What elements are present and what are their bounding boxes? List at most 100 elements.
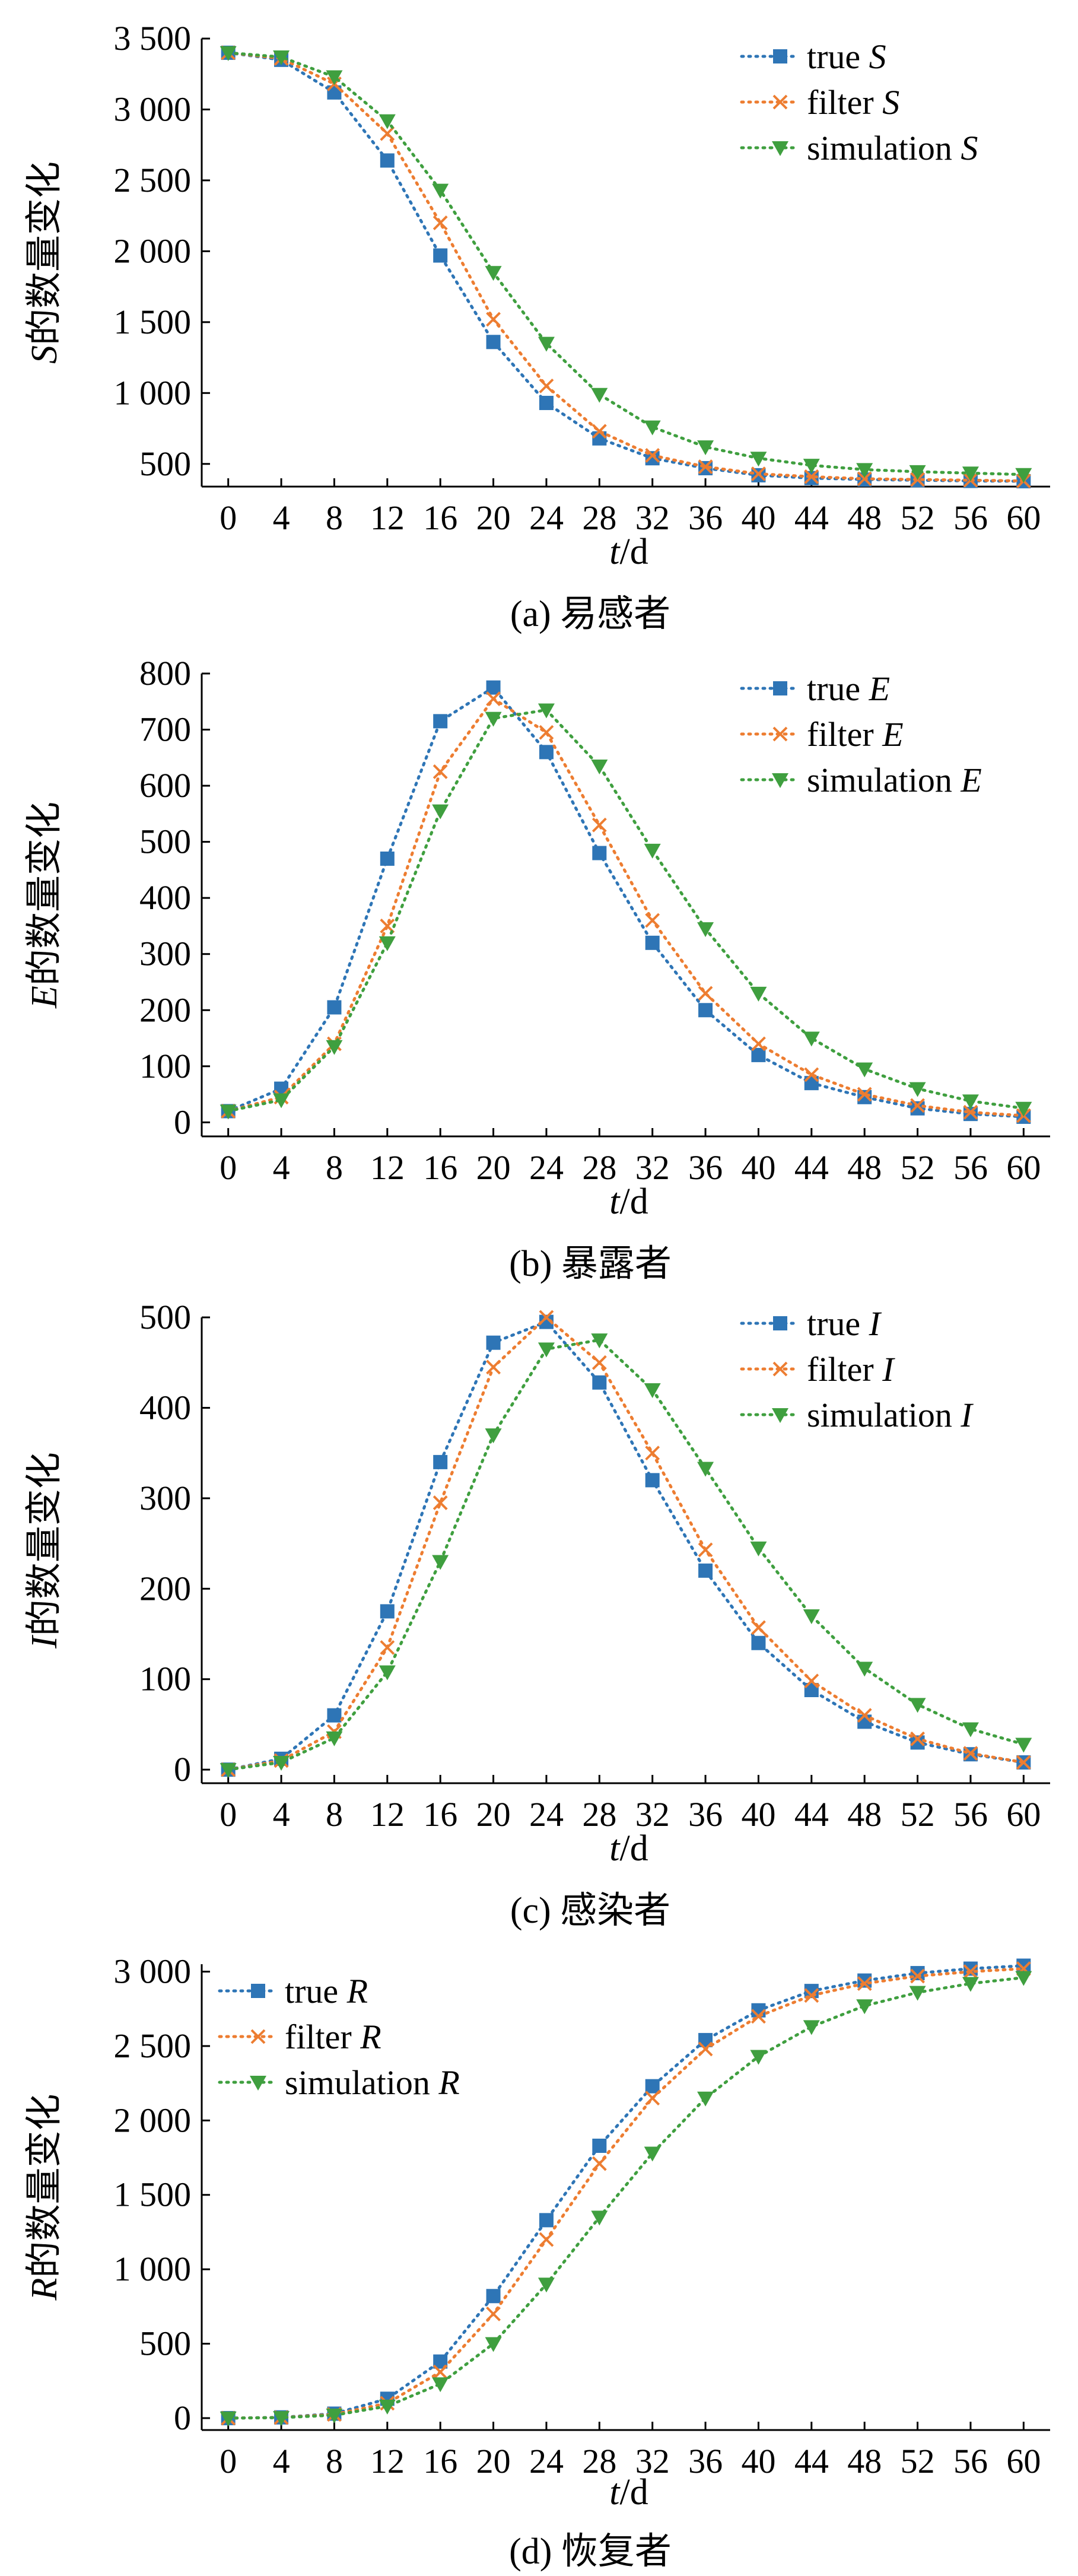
y-axis-title: R的数量变化 xyxy=(24,2094,65,2301)
series-line-simulation xyxy=(227,1338,1025,1771)
x-axis-var: t xyxy=(609,532,621,572)
data-point-true xyxy=(751,1635,766,1650)
series-line-simulation xyxy=(227,1976,1025,2420)
data-point-simulation xyxy=(538,2278,555,2293)
data-point-filter xyxy=(486,1360,501,1375)
x-tick-label: 32 xyxy=(635,1148,670,1187)
data-point-true xyxy=(910,1101,925,1116)
legend-label-filter: filter I xyxy=(807,1350,895,1389)
data-point-simulation xyxy=(750,2050,767,2065)
legend-marker-simulation xyxy=(772,773,788,788)
data-point-filter xyxy=(539,1310,554,1325)
data-point-simulation xyxy=(273,1755,290,1771)
data-point-simulation xyxy=(432,1555,449,1570)
legend-series-name: filter xyxy=(807,715,882,754)
data-point-filter xyxy=(433,1495,448,1510)
data-point-true xyxy=(327,1708,342,1723)
y-tick-label: 600 xyxy=(139,766,191,805)
data-point-true xyxy=(539,396,554,411)
data-point-true xyxy=(698,1563,713,1578)
x-tick-label: 52 xyxy=(901,498,935,537)
series-true xyxy=(221,1314,1031,1777)
data-point-filter xyxy=(433,215,448,231)
y-tick-label: 3 000 xyxy=(114,1952,192,1991)
data-point-simulation xyxy=(909,1986,926,2001)
series-true xyxy=(221,45,1031,488)
data-point-filter xyxy=(804,1673,819,1689)
data-point-simulation xyxy=(909,1082,926,1097)
x-axis-var: t xyxy=(609,1181,621,1222)
data-point-simulation xyxy=(538,1342,555,1358)
data-point-simulation xyxy=(326,2408,343,2423)
data-point-simulation xyxy=(220,1104,237,1120)
data-point-simulation xyxy=(803,1609,820,1625)
series-simulation xyxy=(220,1971,1032,2426)
data-point-simulation xyxy=(273,50,290,66)
legend-label-simulation: simulation E xyxy=(807,761,982,799)
x-tick-label: 44 xyxy=(794,2442,829,2480)
data-point-true xyxy=(645,2079,660,2094)
data-point-true xyxy=(539,2213,554,2228)
data-point-simulation xyxy=(432,183,449,199)
legend-label-simulation: simulation S xyxy=(807,129,978,167)
data-point-simulation xyxy=(220,2411,237,2426)
x-tick-label: 20 xyxy=(476,1148,511,1187)
x-tick-label: 56 xyxy=(953,1148,988,1187)
x-tick-label: 32 xyxy=(635,2442,670,2480)
x-tick-label: 60 xyxy=(1006,498,1041,537)
data-point-simulation xyxy=(803,459,820,474)
y-tick-label: 200 xyxy=(139,990,191,1029)
legend-series-var: S xyxy=(882,83,899,122)
data-point-filter xyxy=(751,1620,766,1635)
legend-series-name: true xyxy=(807,669,869,708)
data-point-simulation xyxy=(538,336,555,352)
data-point-simulation xyxy=(803,2020,820,2035)
data-point-true xyxy=(698,1003,713,1018)
x-tick-label: 40 xyxy=(741,498,775,537)
data-point-filter xyxy=(804,1988,819,2003)
data-point-filter xyxy=(963,1964,978,1979)
x-tick-label: 0 xyxy=(220,1148,237,1187)
data-point-simulation xyxy=(1015,1738,1032,1753)
legend-series-var: E xyxy=(960,761,981,799)
data-point-filter xyxy=(592,424,607,439)
legend-label-filter: filter R xyxy=(285,2018,381,2056)
chart-caption: (d) 恢复者 xyxy=(509,2531,672,2572)
x-tick-label: 28 xyxy=(582,498,616,537)
x-axis-unit: /d xyxy=(620,532,648,572)
data-point-true xyxy=(486,335,501,350)
x-tick-label: 40 xyxy=(741,2442,775,2480)
y-tick-label: 0 xyxy=(174,1750,191,1789)
x-tick-label: 28 xyxy=(582,1148,616,1187)
data-point-simulation xyxy=(485,2337,502,2352)
data-point-true xyxy=(486,680,501,695)
y-tick-label: 3 500 xyxy=(114,19,192,58)
data-point-simulation xyxy=(750,452,767,467)
y-axis-var: E xyxy=(24,986,65,1009)
data-point-simulation xyxy=(1015,1971,1032,1986)
y-axis-title: E的数量变化 xyxy=(24,802,65,1009)
x-axis-var: t xyxy=(609,1828,621,1869)
series-line-filter xyxy=(227,1967,1025,2420)
data-point-simulation xyxy=(379,1665,396,1681)
legend-marker-simulation xyxy=(772,1408,788,1423)
data-point-true xyxy=(592,846,607,860)
legend-label-filter: filter E xyxy=(807,715,904,754)
data-point-simulation xyxy=(1015,468,1032,483)
y-tick-label: 1 500 xyxy=(114,2175,192,2214)
y-tick-label: 200 xyxy=(139,1569,191,1608)
y-tick-label: 2 000 xyxy=(114,231,192,270)
x-axis-var: t xyxy=(609,2472,621,2513)
data-point-simulation xyxy=(273,1093,290,1108)
data-point-simulation xyxy=(962,1977,979,1992)
x-axis-title: t/d xyxy=(609,1828,648,1869)
legend-series-var: R xyxy=(360,2018,381,2056)
legend-marker-simulation xyxy=(250,2076,266,2091)
series-line-simulation xyxy=(227,708,1025,1113)
x-tick-label: 4 xyxy=(273,1795,290,1834)
series-filter xyxy=(221,691,1031,1123)
